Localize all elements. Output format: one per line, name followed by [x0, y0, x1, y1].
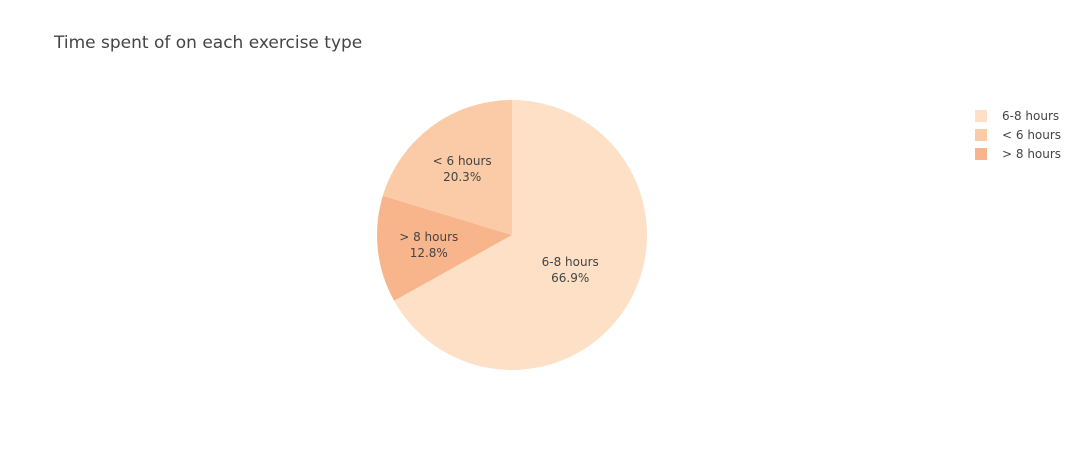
chart-title: Time spent of on each exercise type — [54, 33, 363, 53]
slice-percent-6-hours: 20.3% — [443, 170, 481, 184]
pie-slice-6-8-hours[interactable] — [394, 100, 647, 370]
slice-label-6-8-hours: 6-8 hours — [542, 255, 599, 269]
legend-label: < 6 hours — [1002, 127, 1062, 142]
legend-swatch — [975, 147, 987, 160]
slice-percent-6-8-hours: 66.9% — [551, 271, 589, 285]
chart-legend: 6-8 hours < 6 hours > 8 hours — [972, 106, 1061, 163]
slice-percent-8-hours: 12.8% — [410, 246, 448, 260]
legend-item-6-hours[interactable]: < 6 hours — [972, 125, 1061, 144]
slice-label-6-hours: < 6 hours — [433, 154, 492, 168]
pie-slice-6-hours[interactable] — [382, 100, 512, 235]
legend-item-8-hours[interactable]: > 8 hours — [972, 144, 1061, 163]
legend-swatch — [975, 109, 987, 122]
legend-item-6-8-hours[interactable]: 6-8 hours — [972, 106, 1061, 125]
legend-swatch — [975, 128, 987, 141]
legend-label: > 8 hours — [1002, 146, 1062, 161]
legend-label: 6-8 hours — [1002, 108, 1060, 123]
slice-label-8-hours: > 8 hours — [399, 230, 458, 244]
pie-slice-8-hours[interactable] — [376, 195, 512, 301]
